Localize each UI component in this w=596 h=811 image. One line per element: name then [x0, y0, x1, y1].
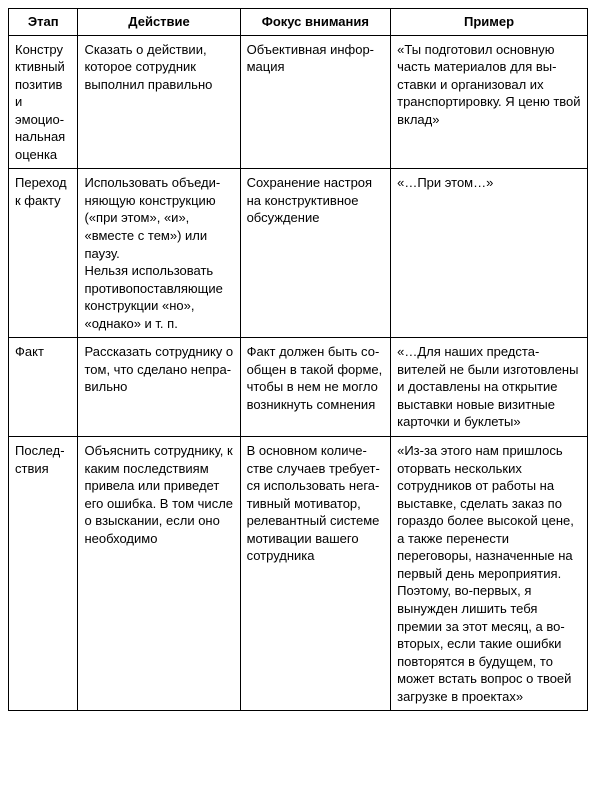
- cell-action: Рассказать сотруднику о том, что сделано…: [78, 338, 240, 437]
- cell-focus: Факт должен быть со­общен в такой форме,…: [240, 338, 391, 437]
- cell-action: Объяснить сотруднику, к каким последстви…: [78, 437, 240, 711]
- table-row: Конструк­тивный позитив и эмоцио­нальная…: [9, 35, 588, 169]
- cell-focus: В основном количе­стве случаев требует­с…: [240, 437, 391, 711]
- cell-action: Использовать объеди­няющую конструкцию (…: [78, 169, 240, 338]
- cell-stage: Послед­ствия: [9, 437, 78, 711]
- header-example: Пример: [391, 9, 588, 36]
- table-row: Переход к факту Использовать объеди­няющ…: [9, 169, 588, 338]
- cell-example: «Из-за этого нам пришлось оторвать неско…: [391, 437, 588, 711]
- cell-example: «…Для наших предста­вителей не были изго…: [391, 338, 588, 437]
- cell-stage: Переход к факту: [9, 169, 78, 338]
- table-row: Факт Рассказать сотруднику о том, что сд…: [9, 338, 588, 437]
- cell-focus: Сохранение настроя на конструктивное обс…: [240, 169, 391, 338]
- table-row: Послед­ствия Объяснить сотруднику, к как…: [9, 437, 588, 711]
- cell-stage: Факт: [9, 338, 78, 437]
- cell-focus: Объективная инфор­мация: [240, 35, 391, 169]
- feedback-stages-table: Этап Действие Фокус внимания Пример Конс…: [8, 8, 588, 711]
- cell-example: «…При этом…»: [391, 169, 588, 338]
- header-action: Действие: [78, 9, 240, 36]
- header-stage: Этап: [9, 9, 78, 36]
- cell-stage: Конструк­тивный позитив и эмоцио­нальная…: [9, 35, 78, 169]
- header-focus: Фокус внимания: [240, 9, 391, 36]
- table-header-row: Этап Действие Фокус внимания Пример: [9, 9, 588, 36]
- cell-action: Сказать о действии, кото­рое сотрудник в…: [78, 35, 240, 169]
- cell-example: «Ты подготовил основную часть материалов…: [391, 35, 588, 169]
